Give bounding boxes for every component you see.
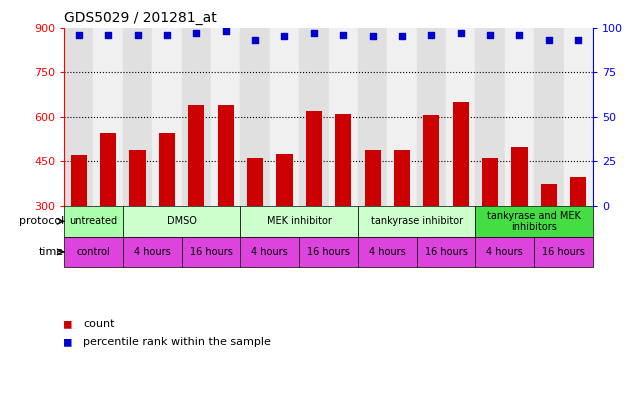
Bar xyxy=(365,150,381,206)
Point xyxy=(191,30,201,36)
Text: 16 hours: 16 hours xyxy=(424,247,467,257)
Bar xyxy=(505,28,534,206)
Point xyxy=(74,31,84,38)
Bar xyxy=(482,158,498,206)
Point xyxy=(103,31,113,38)
Bar xyxy=(181,28,211,206)
Text: tankyrase inhibitor: tankyrase inhibitor xyxy=(370,216,463,226)
Point xyxy=(309,30,319,36)
Bar xyxy=(123,28,153,206)
Bar xyxy=(335,114,351,206)
Bar xyxy=(129,149,146,206)
Text: 4 hours: 4 hours xyxy=(487,247,523,257)
Bar xyxy=(188,105,204,206)
Bar xyxy=(358,206,476,237)
Bar xyxy=(123,206,240,237)
Bar xyxy=(64,237,123,267)
Text: DMSO: DMSO xyxy=(167,216,197,226)
Text: tankyrase and MEK
inhibitors: tankyrase and MEK inhibitors xyxy=(487,211,581,232)
Text: ■: ■ xyxy=(64,318,72,331)
Bar xyxy=(358,237,417,267)
Text: untreated: untreated xyxy=(69,216,117,226)
Bar xyxy=(159,133,175,206)
Bar xyxy=(299,237,358,267)
Bar xyxy=(358,28,387,206)
Bar xyxy=(563,28,593,206)
Text: GDS5029 / 201281_at: GDS5029 / 201281_at xyxy=(64,11,217,25)
Bar xyxy=(211,28,240,206)
Bar xyxy=(534,237,593,267)
Point xyxy=(133,31,143,38)
Bar xyxy=(71,156,87,206)
Bar xyxy=(387,28,417,206)
Point xyxy=(426,31,437,38)
Point xyxy=(279,33,290,40)
Bar xyxy=(276,154,292,206)
Text: 4 hours: 4 hours xyxy=(134,247,171,257)
Point xyxy=(397,33,407,40)
Bar xyxy=(453,103,469,206)
Bar xyxy=(417,237,476,267)
Bar xyxy=(306,112,322,206)
Text: MEK inhibitor: MEK inhibitor xyxy=(267,216,331,226)
Text: time: time xyxy=(39,247,64,257)
Bar xyxy=(328,28,358,206)
Bar xyxy=(476,206,593,237)
Bar xyxy=(100,133,116,206)
Bar xyxy=(64,206,123,237)
Bar xyxy=(534,28,563,206)
Bar xyxy=(417,28,446,206)
Point xyxy=(338,31,348,38)
Point xyxy=(573,37,583,43)
Bar xyxy=(240,237,299,267)
Bar xyxy=(570,177,587,206)
Bar xyxy=(123,237,181,267)
Bar xyxy=(64,28,94,206)
Text: 16 hours: 16 hours xyxy=(190,247,233,257)
Bar xyxy=(299,28,328,206)
Point xyxy=(221,28,231,34)
Point xyxy=(367,33,378,40)
Point xyxy=(162,31,172,38)
Text: 4 hours: 4 hours xyxy=(251,247,288,257)
Point xyxy=(456,30,466,36)
Bar xyxy=(476,28,505,206)
Bar xyxy=(247,158,263,206)
Text: count: count xyxy=(83,319,115,329)
Text: 16 hours: 16 hours xyxy=(542,247,585,257)
Bar xyxy=(153,28,181,206)
Point xyxy=(544,37,554,43)
Bar xyxy=(240,28,270,206)
Bar xyxy=(181,237,240,267)
Text: control: control xyxy=(77,247,110,257)
Text: protocol: protocol xyxy=(19,216,64,226)
Text: 4 hours: 4 hours xyxy=(369,247,406,257)
Text: 16 hours: 16 hours xyxy=(307,247,350,257)
Bar xyxy=(94,28,123,206)
Bar xyxy=(217,105,234,206)
Bar xyxy=(423,115,440,206)
Bar xyxy=(394,150,410,206)
Text: ■: ■ xyxy=(64,335,72,349)
Bar xyxy=(512,147,528,206)
Text: percentile rank within the sample: percentile rank within the sample xyxy=(83,337,271,347)
Bar xyxy=(446,28,476,206)
Bar xyxy=(270,28,299,206)
Bar xyxy=(476,237,534,267)
Bar xyxy=(240,206,358,237)
Point xyxy=(250,37,260,43)
Bar xyxy=(541,184,557,206)
Point xyxy=(485,31,495,38)
Point xyxy=(514,31,524,38)
